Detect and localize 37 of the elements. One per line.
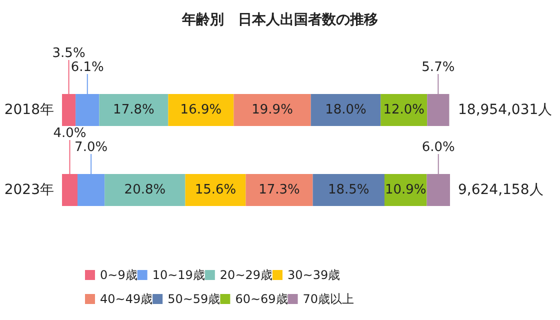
bar (104, 174, 186, 206)
data-label: 20.8% (124, 182, 166, 198)
data-label: 18.0% (325, 102, 366, 118)
data-label: 19.9% (252, 102, 293, 118)
data-label: 7.0% (74, 140, 108, 155)
data-label: 12.0% (383, 102, 425, 118)
bar (185, 174, 246, 206)
bar (168, 94, 234, 126)
chart-title: 年齢別 日本人出国者数の推移 (181, 12, 378, 28)
data-label: 17.3% (258, 182, 300, 198)
data-label: 16.9% (180, 102, 222, 118)
data-label: 17.8% (113, 102, 154, 118)
data-label: 3.5% (52, 46, 86, 61)
data-label: 6.1% (70, 60, 104, 75)
data-label: 4.0% (53, 126, 86, 141)
text: 9,624,158人 (458, 182, 544, 198)
data-label: 18.5% (328, 182, 370, 198)
legend-label: 60~69歳 (235, 292, 288, 306)
y-tick-label: 2023年 (4, 182, 54, 198)
legend-label: 10~19歳 (152, 268, 205, 282)
data-label: 15.6% (194, 182, 236, 198)
legend-label: 20~29歳 (220, 268, 273, 282)
y-tick-label: 2018年 (4, 102, 54, 118)
text: 18,954,031人 (458, 102, 552, 118)
data-label: 6.0% (422, 140, 455, 155)
data-label: 10.9% (384, 182, 426, 198)
bar (310, 94, 381, 126)
data-label: 5.7% (422, 60, 455, 75)
bar (246, 174, 313, 206)
bar (99, 94, 168, 126)
legend-label: 50~59歳 (168, 292, 220, 306)
legend-label: 0~9歳 (100, 268, 138, 282)
legend-label: 30~39歳 (288, 268, 340, 282)
legend-label: 40~49歳 (100, 292, 153, 306)
legend-label: 70歳以上 (302, 292, 354, 306)
bar (234, 94, 311, 126)
bar (312, 174, 384, 206)
